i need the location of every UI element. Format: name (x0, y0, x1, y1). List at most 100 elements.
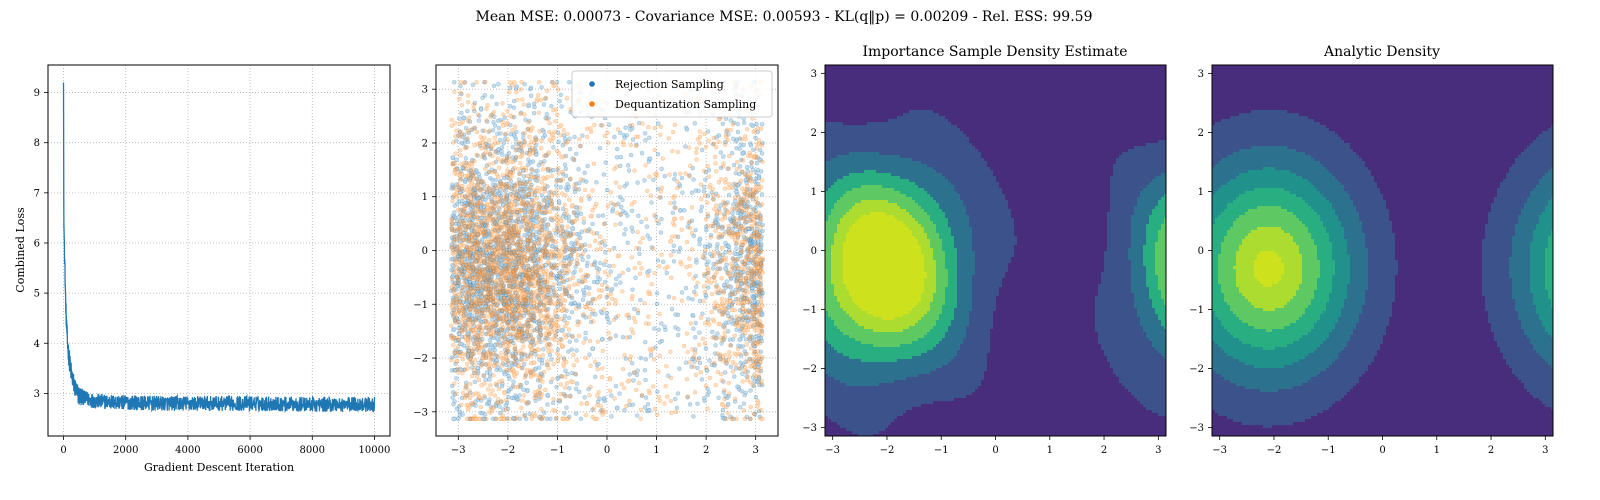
analytic-contour-band-4 (1224, 209, 1314, 212)
analytic-contour-band-0 (1395, 248, 1482, 251)
analytic-contour-band-1 (1365, 290, 1512, 293)
importance-ytick-label: 3 (811, 69, 817, 80)
importance-contour-band-4 (834, 320, 936, 323)
importance-contour-band-0 (987, 368, 1113, 371)
importance-contour-band-1 (963, 338, 1149, 341)
importance-contour-band-6 (849, 230, 912, 233)
importance-contour-band-6 (843, 275, 927, 278)
analytic-contour-band-0 (1392, 302, 1485, 305)
analytic-contour-band-1 (1332, 173, 1545, 176)
analytic-contour-band-1 (1212, 164, 1553, 167)
importance-contour-band-1 (825, 143, 1166, 146)
analytic-xtick-label: −3 (1212, 445, 1227, 456)
analytic-contour-band-6 (1236, 257, 1302, 260)
scatter-ytick-label: 3 (422, 85, 428, 96)
importance-contour-band-6 (843, 272, 927, 275)
importance-contour-band-0 (999, 287, 1098, 290)
analytic-contour-band-2 (1347, 293, 1533, 296)
analytic-contour-band-2 (1245, 386, 1293, 389)
analytic-contour-band-4 (1215, 221, 1323, 224)
importance-contour-band-0 (1014, 227, 1107, 230)
importance-contour-band-3 (864, 170, 876, 173)
analytic-contour-band-1 (1365, 302, 1515, 305)
scatter-xtick-label: 3 (753, 445, 759, 456)
importance-contour-band-1 (972, 245, 1131, 248)
importance-contour-band-3 (825, 329, 948, 332)
analytic-contour-band-2 (1344, 233, 1533, 236)
legend-label-dequantization: Dequantization Sampling (615, 98, 756, 111)
importance-contour-band-0 (966, 395, 1134, 398)
analytic-contour-band-6 (1251, 302, 1287, 305)
analytic-contour-band-0 (1329, 407, 1551, 410)
analytic-contour-band-0 (1377, 185, 1500, 188)
importance-contour-band-1 (837, 422, 891, 425)
analytic-contour-band-1 (1212, 374, 1553, 377)
analytic-ytick-label: −3 (1189, 423, 1204, 434)
analytic-xtick-label: −2 (1267, 445, 1282, 456)
importance-contour-band-2 (825, 176, 1166, 179)
importance-contour-band-6 (843, 254, 924, 257)
analytic-contour-band-2 (1350, 266, 1530, 269)
analytic-contour-band-5 (1218, 278, 1317, 281)
analytic-contour-band-6 (1239, 290, 1296, 293)
analytic-contour-band-1 (1350, 194, 1530, 197)
analytic-contour-band-1 (1362, 305, 1515, 308)
importance-contour-band-2 (948, 224, 1146, 227)
analytic-contour-band-0 (1212, 89, 1553, 92)
importance-contour-band-0 (1008, 266, 1104, 269)
analytic-contour-band-3 (1239, 173, 1296, 176)
analytic-contour-band-0 (1359, 155, 1518, 158)
analytic-contour-band-0 (1212, 80, 1553, 83)
analytic-contour-band-2 (1347, 248, 1530, 251)
importance-contour-band-0 (1017, 239, 1107, 242)
importance-contour-band-1 (825, 398, 1166, 401)
importance-contour-band-0 (1014, 248, 1107, 251)
importance-contour-band-0 (993, 326, 1095, 329)
importance-contour-band-6 (843, 260, 924, 263)
analytic-contour-band-0 (1383, 197, 1494, 200)
analytic-contour-band-0 (1212, 413, 1553, 416)
analytic-contour-band-5 (1230, 227, 1308, 230)
importance-density-contours (825, 65, 1166, 436)
analytic-xtick-label: 0 (1379, 445, 1385, 456)
analytic-contour-band-2 (1335, 326, 1545, 329)
importance-contour-band-0 (1011, 260, 1104, 263)
importance-contour-band-1 (972, 281, 1131, 284)
analytic-contour-band-1 (1233, 419, 1305, 422)
analytic-contour-band-5 (1224, 236, 1311, 239)
analytic-contour-band-0 (1356, 152, 1521, 155)
analytic-contour-band-6 (1236, 278, 1302, 281)
importance-contour-band-3 (861, 359, 897, 362)
scatter-points (449, 79, 765, 422)
importance-contour-band-4 (861, 185, 882, 188)
importance-contour-band-0 (996, 302, 1095, 305)
importance-contour-band-1 (975, 269, 1131, 272)
legend-box (571, 70, 773, 118)
importance-contour-band-0 (825, 425, 1166, 428)
analytic-contour-band-0 (1392, 230, 1485, 233)
importance-contour-band-5 (849, 209, 906, 212)
analytic-contour-band-4 (1218, 317, 1320, 320)
analytic-contour-band-4 (1218, 215, 1320, 218)
analytic-contour-band-1 (1362, 224, 1515, 227)
importance-ytick-label: 0 (811, 246, 817, 257)
analytic-contour-band-6 (1242, 242, 1296, 245)
importance-xtick-label: 3 (1155, 445, 1161, 456)
importance-contour-band-1 (969, 311, 1137, 314)
importance-contour-band-6 (855, 302, 918, 305)
importance-contour-band-0 (999, 290, 1098, 293)
analytic-contour-band-2 (1335, 209, 1545, 212)
analytic-contour-band-0 (1338, 134, 1539, 137)
importance-contour-band-6 (852, 224, 906, 227)
analytic-contour-band-0 (1212, 122, 1553, 125)
importance-contour-band-1 (969, 215, 1131, 218)
analytic-contour-band-6 (1242, 239, 1293, 242)
analytic-contour-band-3 (1233, 356, 1305, 359)
importance-contour-band-1 (972, 290, 1131, 293)
analytic-contour-band-1 (1344, 347, 1533, 350)
analytic-contour-band-0 (1212, 83, 1553, 86)
analytic-contour-band-0 (1383, 194, 1497, 197)
analytic-contour-band-3 (1239, 359, 1299, 362)
importance-contour-band-4 (828, 314, 939, 317)
analytic-contour-band-6 (1251, 230, 1284, 233)
